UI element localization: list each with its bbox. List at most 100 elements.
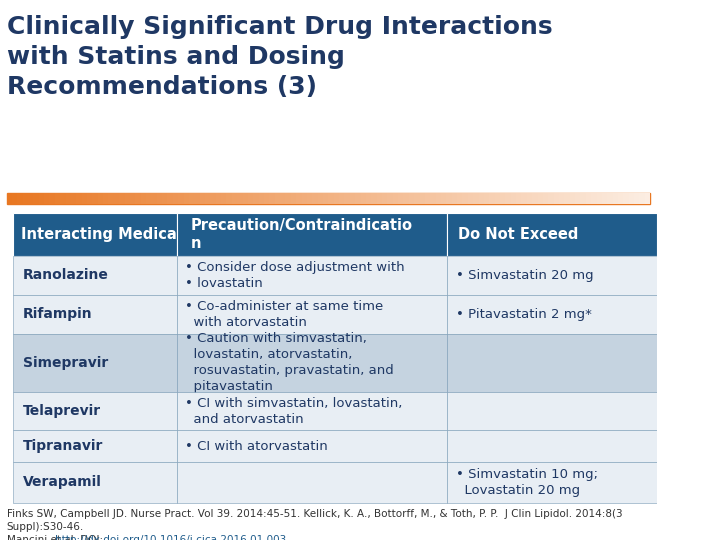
Bar xyxy=(39,193,44,204)
Bar xyxy=(554,193,559,204)
Bar xyxy=(495,193,500,204)
Bar xyxy=(114,193,120,204)
Bar xyxy=(510,193,516,204)
Bar xyxy=(296,193,302,204)
Text: Telaprevir: Telaprevir xyxy=(23,404,101,418)
Bar xyxy=(71,193,76,204)
Bar xyxy=(618,193,624,204)
Bar xyxy=(484,193,490,204)
Text: • Consider dose adjustment with
• lovastatin: • Consider dose adjustment with • lovast… xyxy=(185,261,405,290)
Bar xyxy=(177,334,447,391)
Bar xyxy=(645,193,650,204)
Bar xyxy=(549,193,554,204)
Bar xyxy=(44,193,50,204)
Bar xyxy=(221,193,227,204)
Bar xyxy=(447,334,657,391)
Bar xyxy=(232,193,237,204)
Bar xyxy=(446,193,451,204)
Bar xyxy=(173,193,179,204)
Bar xyxy=(462,193,468,204)
Bar xyxy=(210,193,216,204)
Bar xyxy=(425,193,431,204)
Text: Precaution/Contraindicatio
n: Precaution/Contraindicatio n xyxy=(191,218,413,251)
Bar xyxy=(87,193,92,204)
Bar xyxy=(447,295,657,334)
Bar xyxy=(216,193,221,204)
Bar xyxy=(177,256,447,295)
Bar xyxy=(607,193,613,204)
Bar xyxy=(258,193,264,204)
Bar xyxy=(13,213,177,256)
Bar xyxy=(33,193,39,204)
Bar xyxy=(570,193,575,204)
Text: • Simvastatin 20 mg: • Simvastatin 20 mg xyxy=(456,269,593,282)
Bar xyxy=(286,193,291,204)
Bar xyxy=(372,193,377,204)
Bar xyxy=(120,193,125,204)
Bar xyxy=(307,193,312,204)
Bar xyxy=(92,193,98,204)
Text: • CI with atorvastatin: • CI with atorvastatin xyxy=(185,440,328,453)
Bar xyxy=(479,193,484,204)
Bar xyxy=(639,193,645,204)
Bar xyxy=(564,193,570,204)
Bar xyxy=(98,193,103,204)
Bar xyxy=(109,193,114,204)
Bar xyxy=(366,193,372,204)
Bar xyxy=(76,193,81,204)
Bar xyxy=(629,193,634,204)
Text: Tipranavir: Tipranavir xyxy=(23,439,103,453)
Text: Verapamil: Verapamil xyxy=(23,475,102,489)
Bar xyxy=(312,193,318,204)
Bar xyxy=(377,193,382,204)
Bar xyxy=(586,193,591,204)
Bar xyxy=(177,213,447,256)
Bar xyxy=(302,193,307,204)
Bar xyxy=(50,193,55,204)
Bar xyxy=(350,193,355,204)
Text: http://dx.doi.org/10.1016/j.cica.2016.01.003: http://dx.doi.org/10.1016/j.cica.2016.01… xyxy=(55,536,286,540)
Bar xyxy=(194,193,199,204)
Bar xyxy=(22,193,28,204)
Bar xyxy=(500,193,505,204)
Bar xyxy=(473,193,479,204)
Bar xyxy=(248,193,253,204)
Bar xyxy=(597,193,602,204)
Bar xyxy=(205,193,210,204)
Bar xyxy=(490,193,495,204)
Bar xyxy=(602,193,607,204)
Bar xyxy=(177,392,447,430)
Text: • Caution with simvastatin,
  lovastatin, atorvastatin,
  rosuvastatin, pravasta: • Caution with simvastatin, lovastatin, … xyxy=(185,332,394,393)
Bar xyxy=(189,193,194,204)
Bar xyxy=(532,193,538,204)
Bar xyxy=(81,193,87,204)
Bar xyxy=(146,193,151,204)
Bar xyxy=(580,193,586,204)
Bar xyxy=(157,193,162,204)
Bar xyxy=(269,193,275,204)
Bar xyxy=(334,193,339,204)
Bar xyxy=(177,295,447,334)
Bar xyxy=(420,193,425,204)
Bar xyxy=(253,193,258,204)
Bar xyxy=(451,193,457,204)
Bar xyxy=(140,193,146,204)
Bar xyxy=(237,193,243,204)
Bar xyxy=(227,193,232,204)
Text: • Pitavastatin 2 mg*: • Pitavastatin 2 mg* xyxy=(456,308,592,321)
Text: Ranolazine: Ranolazine xyxy=(23,268,109,282)
Bar xyxy=(398,193,403,204)
Bar xyxy=(6,193,12,204)
Text: Simepravir: Simepravir xyxy=(23,355,108,369)
Bar xyxy=(591,193,597,204)
Bar xyxy=(382,193,387,204)
Bar xyxy=(575,193,580,204)
Bar xyxy=(103,193,109,204)
Bar xyxy=(543,193,549,204)
Text: • Co-administer at same time
  with atorvastatin: • Co-administer at same time with atorva… xyxy=(185,300,384,329)
Text: Rifampin: Rifampin xyxy=(23,307,92,321)
Text: • CI with simvastatin, lovastatin,
  and atorvastatin: • CI with simvastatin, lovastatin, and a… xyxy=(185,396,402,426)
Bar xyxy=(344,193,350,204)
Bar xyxy=(275,193,280,204)
Bar xyxy=(28,193,33,204)
